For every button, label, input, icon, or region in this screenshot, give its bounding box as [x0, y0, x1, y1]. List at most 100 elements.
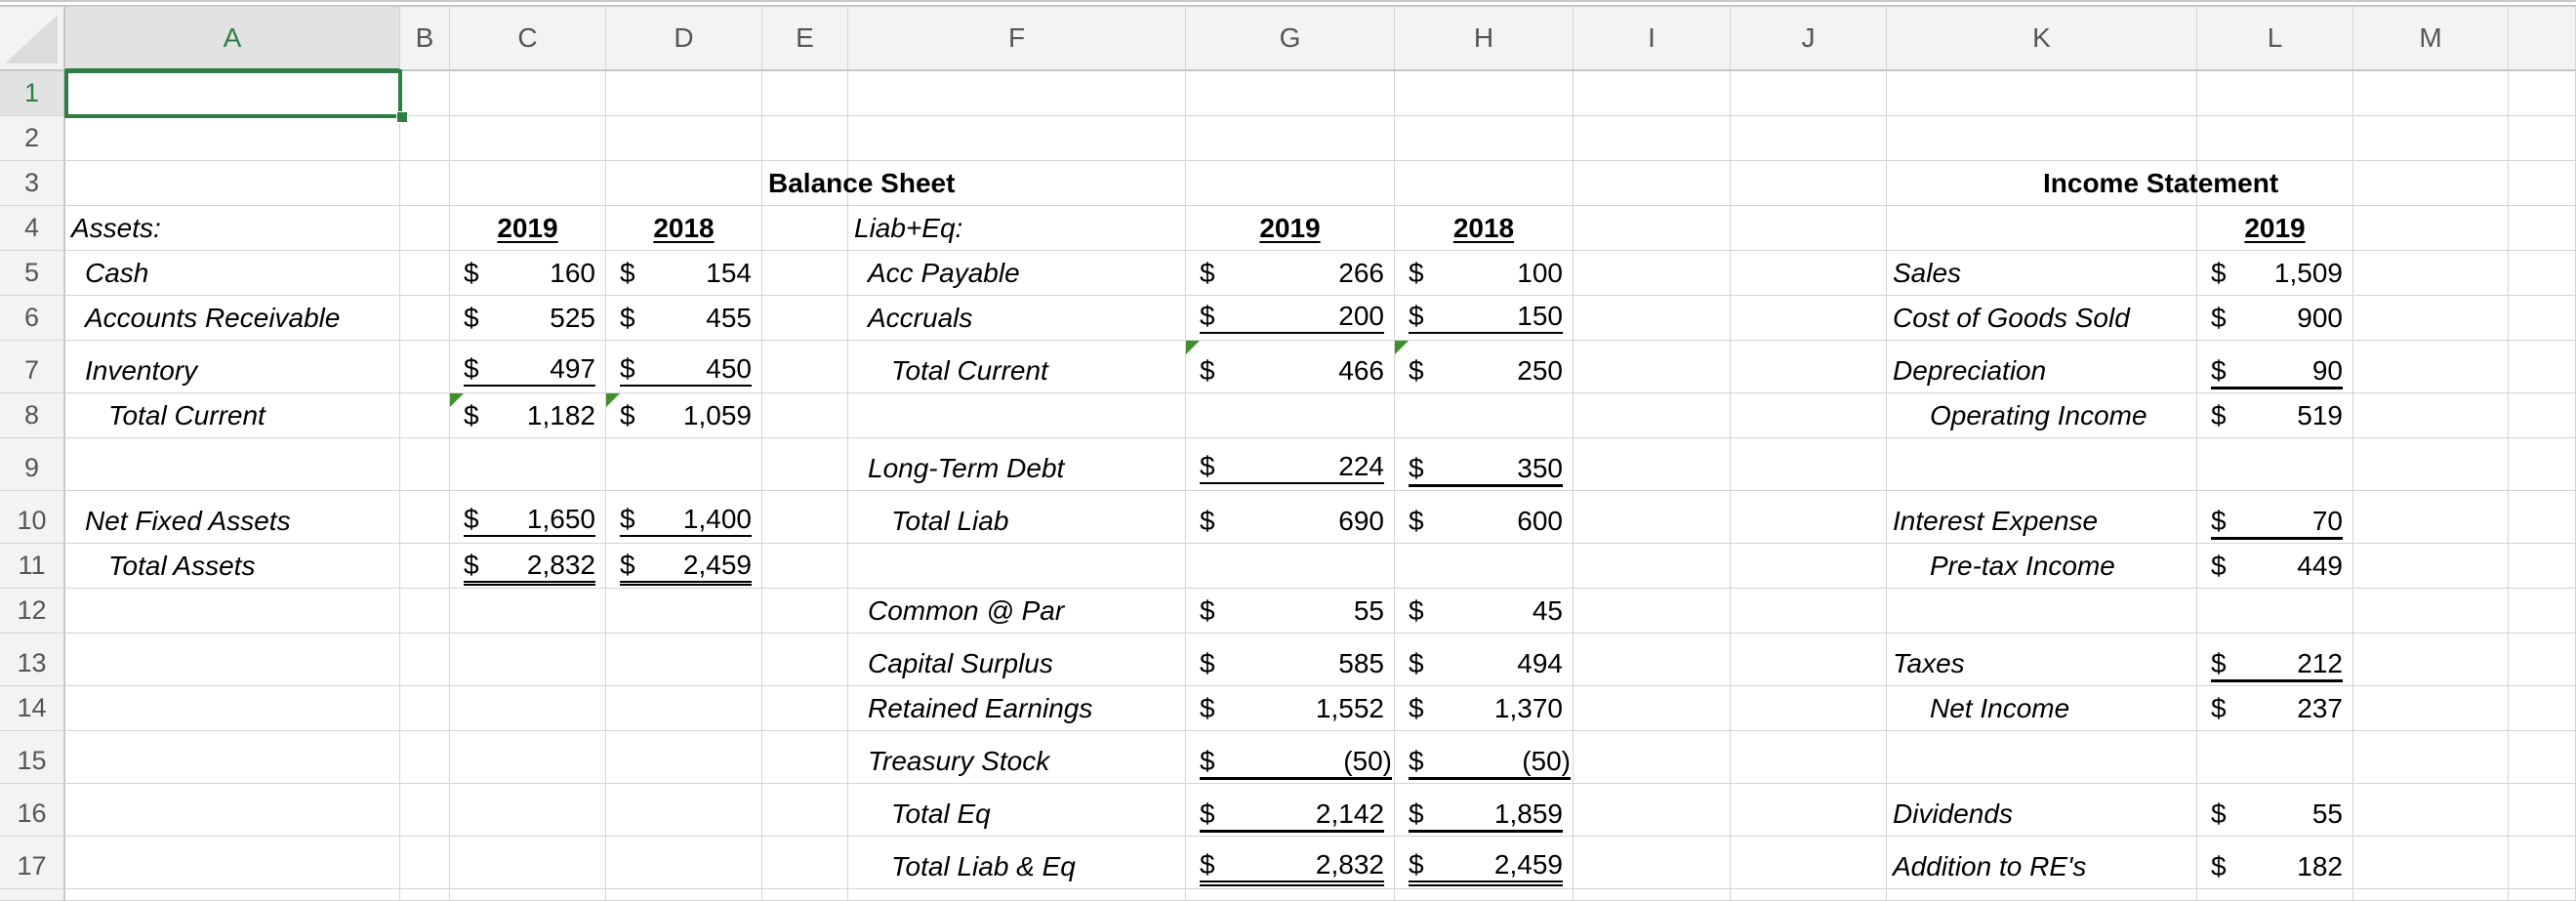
cell-l10[interactable]: $70: [2197, 491, 2353, 544]
column-header-k[interactable]: K: [1887, 7, 2197, 71]
cell-l17[interactable]: $182: [2197, 837, 2353, 889]
cell-l2[interactable]: [2197, 116, 2353, 161]
cell-n11[interactable]: [2509, 544, 2576, 589]
cell-f2[interactable]: [848, 116, 1186, 161]
cell-f4[interactable]: Liab+Eq:: [848, 206, 1186, 251]
cell-g17[interactable]: $2,832: [1186, 837, 1395, 889]
cell-h7[interactable]: $250: [1395, 341, 1574, 393]
error-indicator-icon[interactable]: [1186, 341, 1200, 354]
column-header-j[interactable]: J: [1731, 7, 1887, 71]
cell-c10[interactable]: $1,650: [450, 491, 606, 544]
cell-h9[interactable]: $350: [1395, 438, 1574, 491]
cell-n17[interactable]: [2509, 837, 2576, 889]
cell-g18[interactable]: [1186, 889, 1395, 901]
cell-i4[interactable]: [1574, 206, 1731, 251]
cell-a14[interactable]: [65, 686, 400, 731]
cell-j13[interactable]: [1731, 634, 1887, 686]
cell-g5[interactable]: $266: [1186, 251, 1395, 296]
cell-b18[interactable]: [400, 889, 450, 901]
cell-c13[interactable]: [450, 634, 606, 686]
cell-m3[interactable]: [2353, 161, 2509, 206]
column-header-f[interactable]: F: [848, 7, 1186, 71]
cell-c12[interactable]: [450, 589, 606, 634]
cell-j12[interactable]: [1731, 589, 1887, 634]
column-header-d[interactable]: D: [606, 7, 762, 71]
cell-h18[interactable]: [1395, 889, 1574, 901]
error-indicator-icon[interactable]: [1395, 341, 1409, 354]
cell-b6[interactable]: [400, 296, 450, 341]
cell-a11[interactable]: Total Assets: [65, 544, 400, 589]
cell-c7[interactable]: $497: [450, 341, 606, 393]
cell-a12[interactable]: [65, 589, 400, 634]
cell-f1[interactable]: [848, 71, 1186, 116]
cell-g16[interactable]: $2,142: [1186, 784, 1395, 837]
cell-l18[interactable]: [2197, 889, 2353, 901]
cell-g6[interactable]: $200: [1186, 296, 1395, 341]
cell-l8[interactable]: $519: [2197, 393, 2353, 438]
cell-i17[interactable]: [1574, 837, 1731, 889]
cell-i1[interactable]: [1574, 71, 1731, 116]
cell-n16[interactable]: [2509, 784, 2576, 837]
cell-h12[interactable]: $45: [1395, 589, 1574, 634]
cell-j14[interactable]: [1731, 686, 1887, 731]
cell-n8[interactable]: [2509, 393, 2576, 438]
cell-f18[interactable]: [848, 889, 1186, 901]
cell-a5[interactable]: Cash: [65, 251, 400, 296]
cell-c9[interactable]: [450, 438, 606, 491]
cell-f7[interactable]: Total Current: [848, 341, 1186, 393]
row-header-blank[interactable]: [0, 889, 65, 901]
cell-j3[interactable]: [1731, 161, 1887, 206]
cell-a7[interactable]: Inventory: [65, 341, 400, 393]
cell-d9[interactable]: [606, 438, 762, 491]
cell-m7[interactable]: [2353, 341, 2509, 393]
cell-e13[interactable]: [762, 634, 848, 686]
cell-m16[interactable]: [2353, 784, 2509, 837]
cell-c3[interactable]: [450, 161, 606, 206]
cell-m1[interactable]: [2353, 71, 2509, 116]
cell-e6[interactable]: [762, 296, 848, 341]
column-header-b[interactable]: B: [400, 7, 450, 71]
cell-b7[interactable]: [400, 341, 450, 393]
cell-m14[interactable]: [2353, 686, 2509, 731]
row-header-13[interactable]: 13: [0, 634, 65, 686]
cell-h14[interactable]: $1,370: [1395, 686, 1574, 731]
cell-d6[interactable]: $455: [606, 296, 762, 341]
column-header-g[interactable]: G: [1186, 7, 1395, 71]
cell-m2[interactable]: [2353, 116, 2509, 161]
cell-n5[interactable]: [2509, 251, 2576, 296]
cell-m15[interactable]: [2353, 731, 2509, 784]
cell-e8[interactable]: [762, 393, 848, 438]
cell-g10[interactable]: $690: [1186, 491, 1395, 544]
cell-i11[interactable]: [1574, 544, 1731, 589]
cell-n6[interactable]: [2509, 296, 2576, 341]
cell-k18[interactable]: [1887, 889, 2197, 901]
cell-e4[interactable]: [762, 206, 848, 251]
cell-a13[interactable]: [65, 634, 400, 686]
cell-i18[interactable]: [1574, 889, 1731, 901]
row-header-3[interactable]: 3: [0, 161, 65, 206]
cell-f13[interactable]: Capital Surplus: [848, 634, 1186, 686]
cell-h17[interactable]: $2,459: [1395, 837, 1574, 889]
cell-b3[interactable]: [400, 161, 450, 206]
cell-k9[interactable]: [1887, 438, 2197, 491]
cell-m4[interactable]: [2353, 206, 2509, 251]
cell-n4[interactable]: [2509, 206, 2576, 251]
column-header-i[interactable]: I: [1574, 7, 1731, 71]
cell-e3[interactable]: Balance Sheet: [762, 161, 955, 206]
cell-j2[interactable]: [1731, 116, 1887, 161]
row-header-17[interactable]: 17: [0, 837, 65, 889]
cell-c5[interactable]: $160: [450, 251, 606, 296]
cell-k1[interactable]: [1887, 71, 2197, 116]
cell-n13[interactable]: [2509, 634, 2576, 686]
row-header-10[interactable]: 10: [0, 491, 65, 544]
cell-f10[interactable]: Total Liab: [848, 491, 1186, 544]
cell-g3[interactable]: [1186, 161, 1395, 206]
cell-l3[interactable]: [2197, 161, 2353, 206]
cell-i5[interactable]: [1574, 251, 1731, 296]
cell-k8[interactable]: Operating Income: [1887, 393, 2197, 438]
cell-i14[interactable]: [1574, 686, 1731, 731]
cell-a8[interactable]: Total Current: [65, 393, 400, 438]
cell-f3[interactable]: [848, 161, 1186, 206]
cell-e2[interactable]: [762, 116, 848, 161]
cell-i7[interactable]: [1574, 341, 1731, 393]
